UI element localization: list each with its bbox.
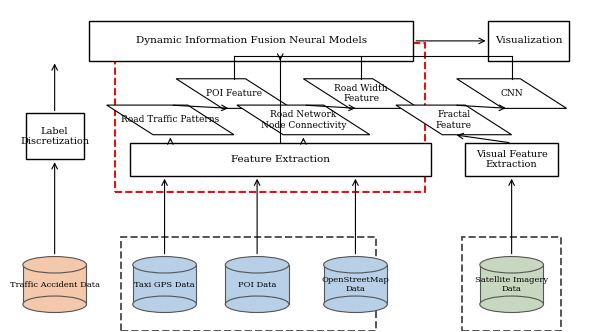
Text: Road Network
Node Connectivity: Road Network Node Connectivity bbox=[261, 110, 346, 129]
Polygon shape bbox=[237, 105, 370, 135]
Text: Dynamic Information Fusion Neural Models: Dynamic Information Fusion Neural Models bbox=[136, 37, 367, 45]
Text: Road Width
Feature: Road Width Feature bbox=[334, 84, 388, 103]
Text: CNN: CNN bbox=[500, 89, 523, 98]
Polygon shape bbox=[457, 79, 567, 108]
Text: OpenStreetMap
Data: OpenStreetMap Data bbox=[321, 276, 389, 293]
Ellipse shape bbox=[225, 257, 289, 273]
Polygon shape bbox=[396, 105, 511, 135]
Ellipse shape bbox=[480, 296, 544, 312]
Ellipse shape bbox=[324, 257, 387, 273]
Text: Label
Discretization: Label Discretization bbox=[20, 127, 89, 146]
Text: Satellite Imagery
Data: Satellite Imagery Data bbox=[475, 276, 548, 293]
FancyBboxPatch shape bbox=[23, 265, 87, 304]
Polygon shape bbox=[304, 79, 419, 108]
Text: Visualization: Visualization bbox=[495, 37, 563, 45]
FancyBboxPatch shape bbox=[26, 113, 84, 159]
Text: Road Traffic Patterns: Road Traffic Patterns bbox=[121, 116, 219, 124]
Polygon shape bbox=[107, 105, 234, 135]
FancyBboxPatch shape bbox=[132, 265, 197, 304]
FancyBboxPatch shape bbox=[225, 265, 289, 304]
FancyBboxPatch shape bbox=[480, 265, 544, 304]
Ellipse shape bbox=[23, 296, 87, 312]
Ellipse shape bbox=[132, 257, 197, 273]
Text: POI Data: POI Data bbox=[238, 281, 276, 289]
Ellipse shape bbox=[324, 296, 387, 312]
Ellipse shape bbox=[132, 296, 197, 312]
Ellipse shape bbox=[23, 257, 87, 273]
Text: Fractal
Feature: Fractal Feature bbox=[436, 110, 472, 129]
FancyBboxPatch shape bbox=[130, 143, 431, 176]
Text: POI Feature: POI Feature bbox=[206, 89, 262, 98]
Text: Taxi GPS Data: Taxi GPS Data bbox=[134, 281, 195, 289]
Ellipse shape bbox=[225, 296, 289, 312]
FancyBboxPatch shape bbox=[465, 143, 558, 176]
FancyBboxPatch shape bbox=[324, 265, 387, 304]
Ellipse shape bbox=[480, 257, 544, 273]
Polygon shape bbox=[176, 79, 292, 108]
Text: Feature Extraction: Feature Extraction bbox=[230, 155, 330, 164]
FancyBboxPatch shape bbox=[89, 21, 413, 61]
FancyBboxPatch shape bbox=[488, 21, 570, 61]
Text: Traffic Accident Data: Traffic Accident Data bbox=[10, 281, 100, 289]
Text: Visual Feature
Extraction: Visual Feature Extraction bbox=[476, 150, 548, 169]
